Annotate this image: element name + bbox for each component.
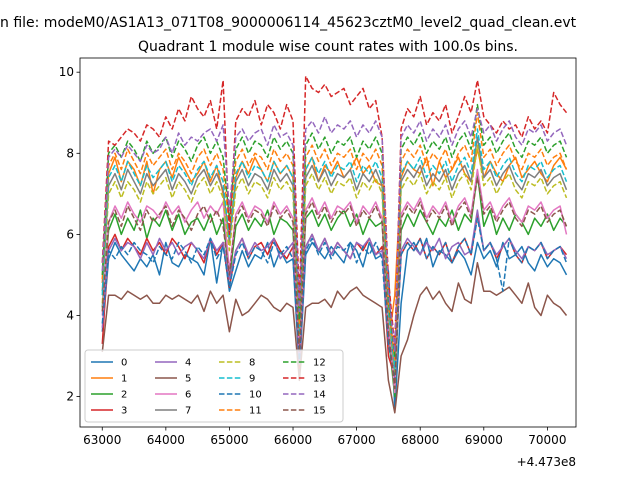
- series-line-4: [101, 209, 568, 369]
- series-line-9: [101, 128, 568, 369]
- legend-box: [84, 349, 344, 423]
- series-line-7: [101, 136, 568, 365]
- legend-label-15: 15: [313, 406, 326, 417]
- series-line-10: [101, 217, 568, 382]
- series-line-14: [101, 107, 568, 353]
- legend-label-12: 12: [313, 358, 326, 369]
- series-line-0: [101, 237, 568, 410]
- axes-frame: [79, 57, 577, 428]
- x-tick-label: 65000: [210, 433, 248, 447]
- series-line-1: [101, 148, 568, 345]
- series-line-15: [101, 176, 568, 390]
- legend-label-3: 3: [121, 406, 127, 417]
- x-tick-label: 64000: [147, 433, 185, 447]
- y-tick-label: 4: [66, 308, 74, 322]
- legend-label-13: 13: [313, 374, 326, 385]
- legend-label-2: 2: [121, 390, 127, 401]
- series-line-12: [101, 103, 568, 357]
- x-tick-label: 63000: [83, 433, 121, 447]
- series-line-11: [101, 111, 568, 361]
- y-tick-label: 8: [66, 146, 74, 160]
- x-tick-label: 68000: [401, 433, 439, 447]
- series-line-6: [101, 168, 568, 394]
- series-line-5: [101, 262, 568, 414]
- series-line-8: [101, 144, 568, 374]
- legend-label-11: 11: [249, 406, 262, 417]
- y-tick-label: 2: [66, 390, 74, 404]
- y-tick-label: 10: [59, 65, 74, 79]
- legend-label-5: 5: [185, 374, 191, 385]
- legend-label-1: 1: [121, 374, 127, 385]
- legend-label-14: 14: [313, 390, 326, 401]
- x-tick-label: 69000: [465, 433, 503, 447]
- legend-label-0: 0: [121, 358, 127, 369]
- legend-label-8: 8: [249, 358, 255, 369]
- y-tick-label: 6: [66, 227, 74, 241]
- x-offset-label: +4.473e8: [517, 455, 576, 469]
- legend-label-10: 10: [249, 390, 262, 401]
- legend-label-9: 9: [249, 374, 255, 385]
- chart-title: Quadrant 1 module wise count rates with …: [138, 39, 518, 55]
- x-tick-label: 67000: [338, 433, 376, 447]
- legend-label-6: 6: [185, 390, 191, 401]
- legend-label-7: 7: [185, 406, 191, 417]
- axis-ticks: 63000 64000 65000 66000 67000 68000 69000 70000…: [59, 65, 567, 447]
- legend-label-4: 4: [185, 358, 191, 369]
- x-tick-label: 66000: [274, 433, 312, 447]
- x-tick-label: 70000: [528, 433, 566, 447]
- series-line-13: [101, 75, 568, 349]
- series-line-2: [101, 172, 568, 398]
- figure-suptitle: n file: modeM0/AS1A13_071T08_9000006114_…: [0, 15, 577, 31]
